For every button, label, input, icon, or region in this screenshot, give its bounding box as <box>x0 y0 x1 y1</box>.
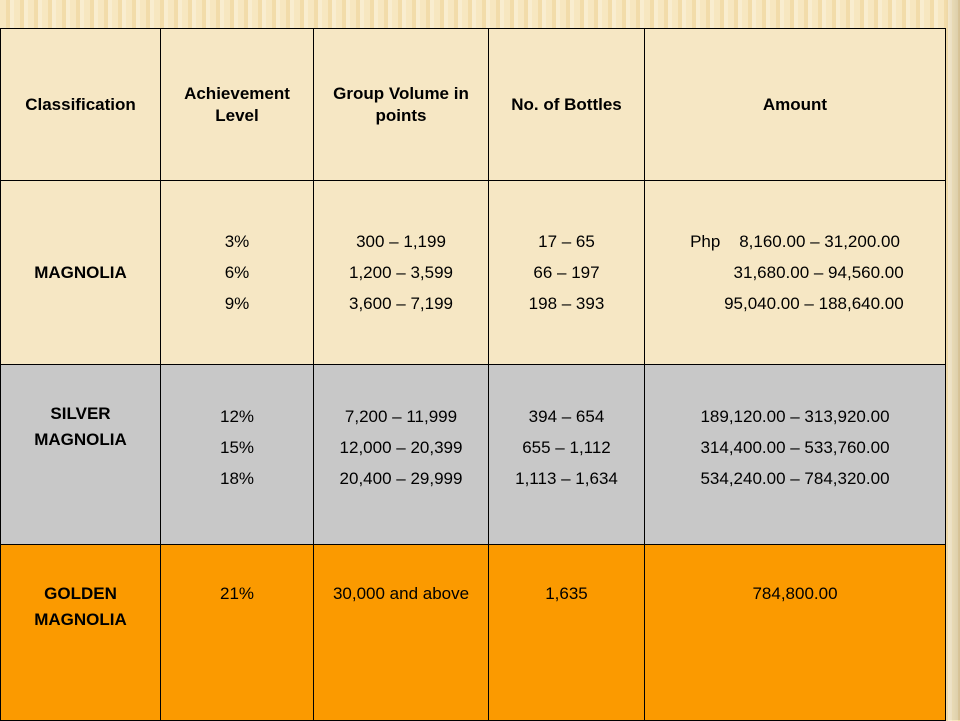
achievement-value: 9% <box>224 294 250 313</box>
amount-value: Php 8,160.00 – 31,200.00 <box>690 232 900 251</box>
achievement-cell: 21% <box>160 544 314 721</box>
volume-value: 7,200 – 11,999 <box>344 407 458 426</box>
amount-value: 189,120.00 – 313,920.00 <box>700 407 890 426</box>
amount-cell: 189,120.00 – 313,920.00 314,400.00 – 533… <box>644 364 946 545</box>
slide-edge-shadow <box>945 0 960 720</box>
amount-cell: 784,800.00 <box>644 544 946 721</box>
header-group-volume: Group Volume in points <box>313 28 489 181</box>
achievement-value: 18% <box>219 469 255 488</box>
header-no-of-bottles: No. of Bottles <box>488 28 645 181</box>
volume-cell: 30,000 and above <box>313 544 489 721</box>
volume-cell: 7,200 – 11,999 12,000 – 20,399 20,400 – … <box>313 364 489 545</box>
volume-cell: 300 – 1,199 1,200 – 3,599 3,600 – 7,199 <box>313 180 489 365</box>
achievement-cell: 12% 15% 18% <box>160 364 314 545</box>
classification-cell: MAGNOLIA <box>0 180 161 365</box>
volume-value: 12,000 – 20,399 <box>339 438 463 457</box>
achievement-value: 3% <box>224 232 250 251</box>
classification-cell: SILVER MAGNOLIA <box>0 364 161 545</box>
header-row: Classification Achievement Level Group V… <box>0 28 946 181</box>
bottles-value: 394 – 654 <box>528 407 605 426</box>
amount-value: 31,680.00 – 94,560.00 <box>686 263 904 282</box>
bottles-cell: 17 – 65 66 – 197 198 – 393 <box>488 180 645 365</box>
achievement-value: 12% <box>219 407 255 426</box>
volume-value: 3,600 – 7,199 <box>349 294 453 313</box>
achievement-cell: 3% 6% 9% <box>160 180 314 365</box>
table-row-golden-magnolia: GOLDEN MAGNOLIA 21% 30,000 and above 1,6… <box>0 544 946 721</box>
bottles-value: 17 – 65 <box>538 232 595 251</box>
bottles-cell: 394 – 654 655 – 1,112 1,113 – 1,634 <box>488 364 645 545</box>
bottles-cell: 1,635 <box>488 544 645 721</box>
amount-cell: Php 8,160.00 – 31,200.00 31,680.00 – 94,… <box>644 180 946 365</box>
achievement-value: 15% <box>219 438 255 457</box>
table-row-silver-magnolia: SILVER MAGNOLIA 12% 15% 18% 7,200 – 11,9… <box>0 364 946 545</box>
amount-value: 534,240.00 – 784,320.00 <box>700 469 890 488</box>
volume-value: 300 – 1,199 <box>356 232 446 251</box>
volume-value: 20,400 – 29,999 <box>339 469 463 488</box>
bottles-value: 1,113 – 1,634 <box>515 469 618 488</box>
header-classification: Classification <box>0 28 161 181</box>
header-amount: Amount <box>644 28 946 181</box>
bottles-value: 66 – 197 <box>533 263 600 282</box>
table-row-magnolia: MAGNOLIA 3% 6% 9% 300 – 1,199 1,200 – 3,… <box>0 180 946 365</box>
volume-value: 1,200 – 3,599 <box>349 263 453 282</box>
achievement-value: 6% <box>224 263 250 282</box>
compensation-table: Classification Achievement Level Group V… <box>0 28 946 721</box>
bottles-value: 655 – 1,112 <box>522 438 611 457</box>
bottles-value: 198 – 393 <box>528 294 605 313</box>
amount-value: 95,040.00 – 188,640.00 <box>686 294 904 313</box>
amount-value: 314,400.00 – 533,760.00 <box>700 438 890 457</box>
classification-cell: GOLDEN MAGNOLIA <box>0 544 161 721</box>
header-achievement-level: Achievement Level <box>160 28 314 181</box>
